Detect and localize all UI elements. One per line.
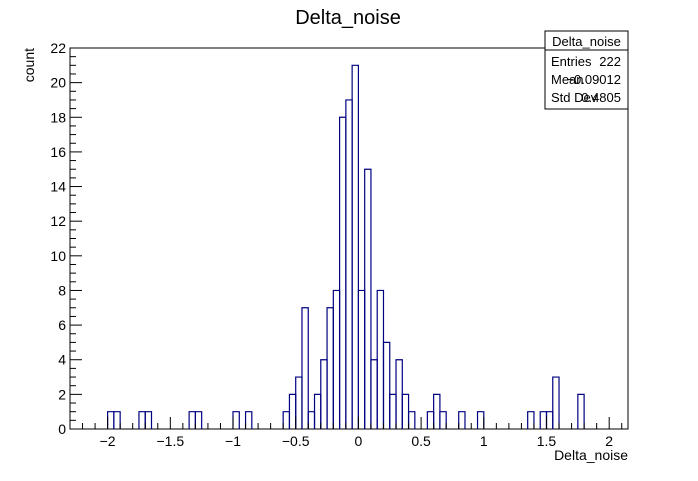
- stats-mean-label: Mean: [551, 72, 584, 87]
- stats-entries-value: 222: [599, 54, 621, 69]
- histogram-bin: [351, 64, 360, 429]
- y-tick-label: 20: [50, 75, 66, 91]
- x-tick-label: 1: [480, 433, 488, 449]
- histogram-bin: [194, 411, 203, 429]
- histogram-bin: [433, 393, 441, 429]
- x-tick-label: −2: [100, 433, 116, 449]
- histogram-bin: [357, 289, 366, 429]
- histogram-bin: [107, 411, 115, 429]
- y-tick-label: 16: [50, 144, 66, 160]
- histogram-bin: [320, 359, 328, 429]
- histogram-bin: [326, 307, 334, 429]
- x-tick-label: 1.5: [537, 433, 557, 449]
- histogram-bin: [389, 393, 397, 429]
- y-tick-label: 4: [58, 352, 66, 368]
- histogram-bin: [332, 289, 341, 429]
- y-tick-label: 18: [50, 109, 66, 125]
- histogram-bin: [382, 341, 391, 429]
- histogram-bin: [188, 411, 196, 429]
- stats-box-title: Delta_noise: [552, 34, 621, 49]
- y-tick-label: 8: [58, 282, 66, 298]
- histogram-bin: [552, 376, 560, 429]
- x-tick-label: −0.5: [282, 433, 310, 449]
- y-tick-label: 14: [50, 179, 66, 195]
- histogram-bin: [545, 411, 554, 429]
- histogram-bin: [338, 116, 347, 429]
- histogram-bin: [301, 307, 309, 429]
- histogram-bin: [364, 168, 372, 429]
- histogram-bin: [426, 411, 435, 429]
- histogram-bin: [113, 411, 121, 429]
- y-tick-label: 0: [58, 421, 66, 437]
- x-axis-label: Delta_noise: [554, 447, 628, 463]
- y-tick-label: 22: [50, 40, 66, 56]
- histogram-bin: [407, 411, 416, 429]
- histogram-bin: [345, 99, 353, 429]
- y-tick-label: 2: [58, 386, 66, 402]
- histogram-bin: [288, 393, 297, 429]
- x-tick-label: −1.5: [156, 433, 184, 449]
- histogram-bin: [439, 411, 447, 429]
- histogram-bin: [401, 393, 410, 429]
- stats-box-border: [544, 30, 629, 110]
- x-tick-label: 2: [605, 433, 613, 449]
- histogram-bin: [144, 411, 153, 429]
- histogram-bin: [370, 359, 378, 429]
- histogram-bin: [395, 359, 403, 429]
- y-tick-label: 10: [50, 248, 66, 264]
- stats-mean-value: −0.09012: [566, 72, 621, 87]
- stats-stddev-value: 0.4805: [581, 90, 621, 105]
- x-tick-label: 0.5: [411, 433, 431, 449]
- plot-frame: [69, 47, 629, 430]
- histogram-bin: [577, 393, 585, 429]
- stats-entries-label: Entries: [551, 54, 592, 69]
- y-tick-label: 12: [50, 213, 66, 229]
- histogram-bin: [282, 411, 291, 429]
- histogram-bin: [539, 411, 548, 429]
- histogram-bin: [376, 289, 385, 429]
- histogram-bin: [307, 411, 316, 429]
- x-tick-label: −1: [225, 433, 241, 449]
- x-tick-label: 0: [355, 433, 363, 449]
- chart-title: Delta_noise: [295, 7, 401, 29]
- histogram-bin: [244, 411, 253, 429]
- y-tick-label: 6: [58, 317, 66, 333]
- histogram-bin: [476, 411, 485, 429]
- histogram-bin: [313, 393, 322, 429]
- histogram-bin: [232, 411, 240, 429]
- histogram-bin: [527, 411, 535, 429]
- histogram-bin: [295, 376, 303, 429]
- histogram-bin: [138, 411, 146, 429]
- y-axis-label: count: [21, 48, 37, 82]
- stats-box: Delta_noise Entries 222 Mean −0.09012 St…: [544, 30, 629, 110]
- stats-stddev-label: Std Dev: [551, 90, 598, 105]
- histogram-bin: [458, 411, 466, 429]
